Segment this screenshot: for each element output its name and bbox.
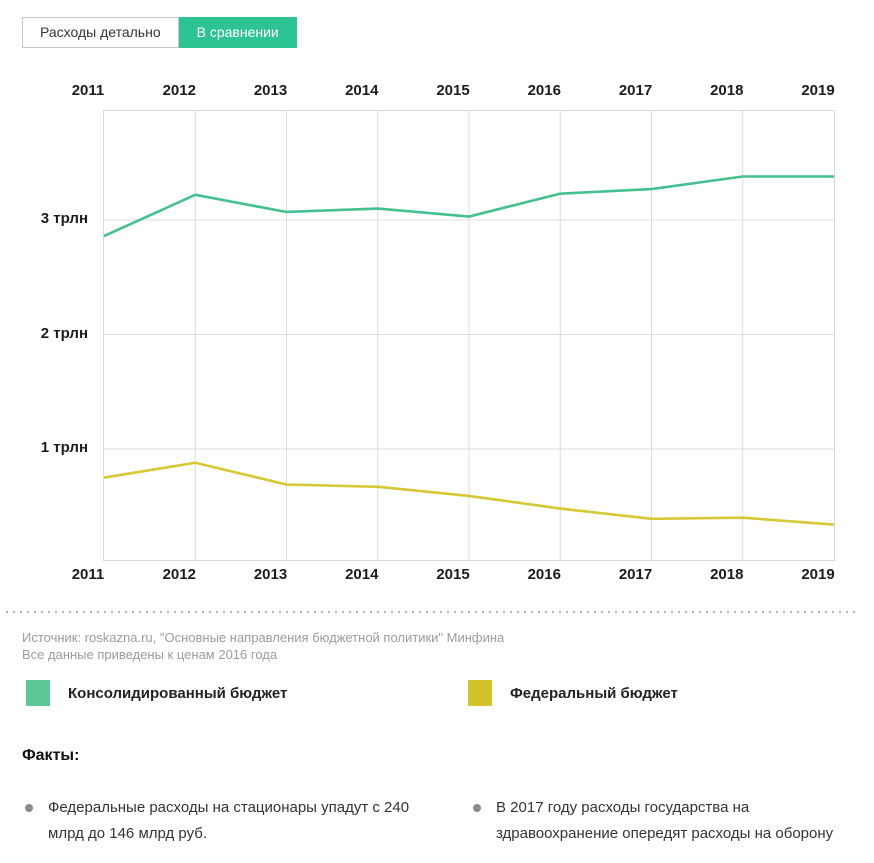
plot-area	[103, 110, 835, 561]
x-axis-label: 2016	[527, 566, 561, 583]
legend-swatch-green	[26, 680, 50, 706]
legend-label: Консолидированный бюджет	[68, 684, 288, 702]
y-axis-label: 2 трлн	[40, 324, 88, 342]
facts-heading: Факты:	[22, 747, 80, 764]
fact-item: Федеральные расходы на стационары упадут…	[22, 795, 432, 847]
bullet-icon	[25, 804, 33, 812]
tab-expenses-detail[interactable]: Расходы детально	[22, 17, 179, 48]
fact-text: Федеральные расходы на стационары упадут…	[48, 799, 410, 842]
view-tabs: Расходы детально В сравнении	[22, 17, 297, 48]
y-axis-label: 3 трлн	[40, 210, 88, 227]
x-axis-label: 2013	[253, 566, 288, 583]
x-axis-label: 2011	[71, 82, 105, 99]
x-axis-label: 2012	[162, 82, 196, 99]
series-line	[103, 175, 834, 238]
bullet-icon	[473, 804, 481, 812]
x-axis-label: 2018	[710, 82, 744, 99]
legend-item-consolidated: Консолидированный бюджет	[26, 680, 287, 706]
x-axis-label: 2018	[710, 566, 744, 583]
fact-text: В 2017 году расходы государства на здрав…	[496, 799, 834, 842]
series-line	[103, 461, 835, 526]
source-line-2: Все данные приведены к ценам 2016 года	[22, 647, 278, 662]
x-axis-label: 2012	[162, 566, 196, 583]
x-axis-label: 2017	[618, 82, 653, 99]
chart-svg	[103, 111, 835, 560]
tab-comparison[interactable]: В сравнении	[178, 17, 297, 48]
y-axis-label: 1 трлн	[40, 439, 88, 456]
x-axis-label: 2014	[345, 566, 379, 583]
x-axis-label: 2015	[436, 566, 470, 583]
x-axis-label: 2019	[801, 82, 835, 99]
legend-item-federal: Федеральный бюджет	[468, 680, 678, 706]
x-axis-label: 2016	[527, 82, 561, 99]
x-axis-label: 2013	[253, 82, 288, 99]
source-line-1: Источник: roskazna.ru, "Основные направл…	[22, 630, 505, 645]
x-axis-label: 2017	[618, 566, 653, 583]
legend-label: Федеральный бюджет	[510, 684, 678, 702]
fact-item: В 2017 году расходы государства на здрав…	[470, 795, 870, 847]
legend-swatch-yellow	[468, 680, 492, 706]
x-axis-label: 2019	[801, 566, 835, 583]
x-axis-label: 2011	[71, 566, 105, 583]
x-axis-label: 2015	[436, 82, 470, 99]
source-note: Источник: roskazna.ru, "Основные направл…	[22, 629, 504, 663]
dotted-separator	[6, 611, 858, 613]
x-axis-label: 2014	[345, 82, 379, 99]
